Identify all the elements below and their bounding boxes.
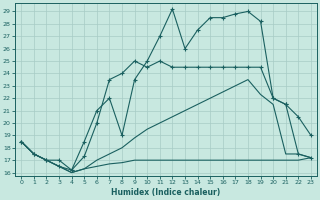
X-axis label: Humidex (Indice chaleur): Humidex (Indice chaleur) xyxy=(111,188,221,197)
